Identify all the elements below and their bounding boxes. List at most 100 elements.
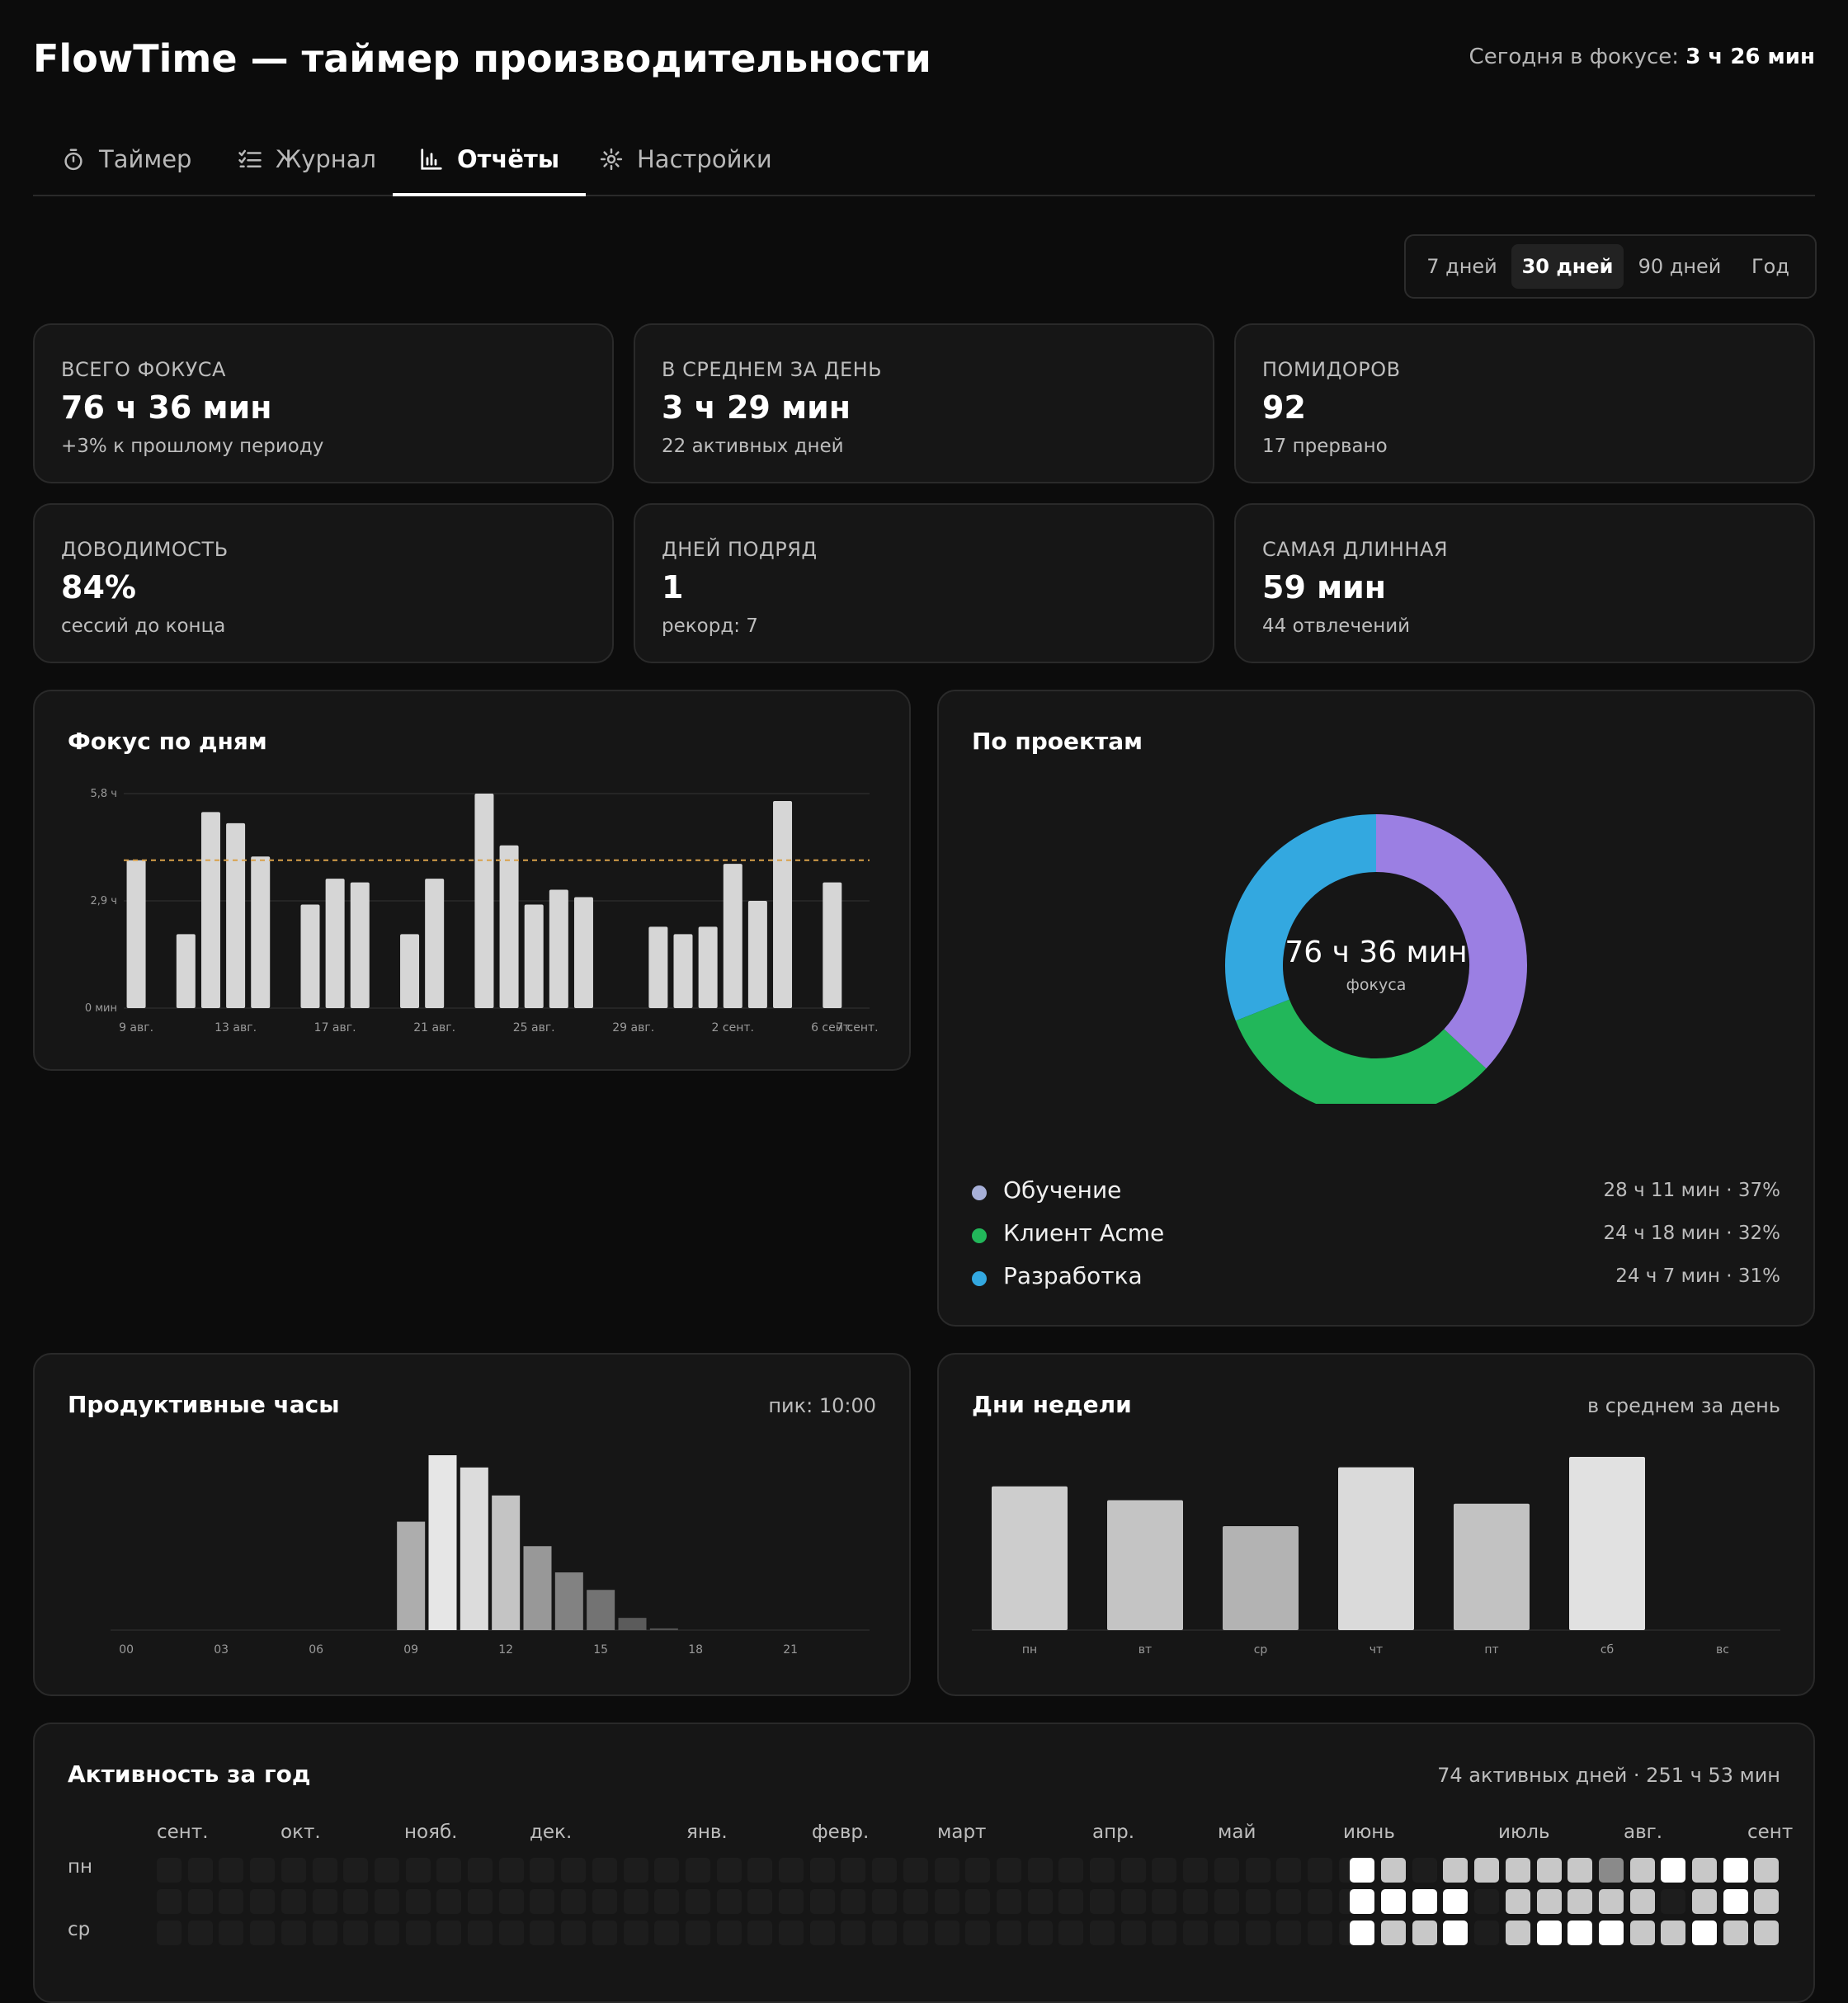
- tab-bar: Таймер Журнал Отчёты Настройки: [33, 124, 1815, 196]
- tab-settings[interactable]: Настройки: [599, 124, 772, 195]
- tab-timer-label: Таймер: [99, 145, 192, 173]
- y-tick-label: 5,8 ч: [91, 788, 118, 800]
- tab-reports[interactable]: Отчёты: [393, 124, 587, 196]
- heatmap-cell: [1058, 1889, 1084, 1914]
- heatmap-cell: [1474, 1858, 1500, 1883]
- projects-donut-chart: 76 ч 36 мин фокуса: [1225, 814, 1527, 1104]
- heatmap-cell: [498, 1858, 524, 1883]
- x-tick-label: 06: [309, 1643, 323, 1657]
- heatmap-cell: [157, 1858, 182, 1883]
- heatmap-month-label: сент.: [157, 1822, 209, 1843]
- projects-title: По проектам: [972, 728, 1143, 755]
- heatmap-cell: [436, 1921, 462, 1945]
- daily-bar: [723, 864, 742, 1008]
- x-tick-label: 03: [214, 1643, 229, 1657]
- heatmap-cell: [1568, 1921, 1593, 1945]
- heatmap-cell: [685, 1858, 710, 1883]
- stat-card-completion: ДОВОДИМОСТЬ 84% сессий до конца: [33, 503, 614, 663]
- heatmap-cell: [1027, 1858, 1053, 1883]
- x-tick-label: пн: [1022, 1643, 1037, 1657]
- heatmap-cell: [1381, 1921, 1406, 1945]
- weekdays-note: в среднем за день: [1586, 1394, 1780, 1417]
- heatmap-cell: [1276, 1921, 1302, 1945]
- period-30-days[interactable]: 30 дней: [1511, 244, 1624, 289]
- heatmap-cell: [1568, 1889, 1593, 1914]
- legend-dot: [972, 1228, 987, 1243]
- heatmap-month-label: март: [937, 1822, 987, 1843]
- x-tick-label: ср: [1254, 1643, 1268, 1657]
- heatmap-cell: [1027, 1889, 1053, 1914]
- stat-card-pomodoros: ПОМИДОРОВ 92 17 прервано: [1234, 323, 1815, 483]
- stat-sub: рекорд: 7: [662, 615, 758, 637]
- heatmap-cell: [1245, 1858, 1270, 1883]
- stat-value: 76 ч 36 мин: [61, 389, 272, 426]
- heatmap-cell: [1474, 1921, 1500, 1945]
- daily-bar: [499, 845, 519, 1008]
- x-tick-label: вт: [1138, 1643, 1152, 1657]
- hour-bar: [649, 1628, 678, 1630]
- heatmap-cell: [654, 1889, 680, 1914]
- legend-item-learning: Обучение 28 ч 11 мин · 37%: [972, 1176, 1780, 1209]
- activity-heatmap: сент. окт. нояб. дек. янв. февр. март ап…: [68, 1822, 1793, 2003]
- heatmap-cell: [1536, 1889, 1562, 1914]
- heatmap-cell: [1381, 1889, 1406, 1914]
- heatmap-month-label: февр.: [812, 1822, 870, 1843]
- legend-value: 24 ч 18 мин · 32%: [1603, 1223, 1780, 1244]
- productive-hours-chart: 00 03 06 09 12 15 18 21: [111, 1455, 870, 1657]
- heatmap-cell: [219, 1858, 244, 1883]
- heatmap-cell: [685, 1889, 710, 1914]
- period-year[interactable]: Год: [1751, 255, 1789, 278]
- heatmap-cell: [1505, 1921, 1530, 1945]
- heatmap-cell: [1214, 1889, 1239, 1914]
- legend-name: Обучение: [1003, 1176, 1122, 1204]
- tab-timer[interactable]: Таймер: [61, 124, 191, 195]
- donut-slice: [1225, 814, 1377, 1021]
- heatmap-cell: [498, 1921, 524, 1945]
- heatmap-cell: [623, 1858, 648, 1883]
- stat-label: САМАЯ ДЛИННАЯ: [1262, 538, 1449, 561]
- heatmap-cell: [1245, 1921, 1270, 1945]
- heatmap-cell: [1629, 1921, 1655, 1945]
- x-tick-label: сб: [1600, 1643, 1614, 1657]
- stopwatch-icon: [64, 148, 82, 171]
- heatmap-cell: [623, 1889, 648, 1914]
- hour-bar: [554, 1572, 583, 1630]
- heatmap-cell: [747, 1889, 773, 1914]
- today-label: Сегодня в фокусе:: [1468, 45, 1680, 69]
- daily-bar: [474, 794, 494, 1008]
- heatmap-cell: [965, 1858, 991, 1883]
- x-tick-label: пт: [1484, 1643, 1498, 1657]
- heatmap-cell: [157, 1889, 182, 1914]
- period-7-days[interactable]: 7 дней: [1426, 255, 1497, 278]
- heatmap-cell: [872, 1921, 898, 1945]
- hour-bar: [523, 1546, 552, 1630]
- heatmap-cell: [1692, 1921, 1717, 1945]
- stat-label: В СРЕДНЕМ ЗА ДЕНЬ: [662, 358, 883, 381]
- heatmap-cell: [779, 1858, 804, 1883]
- heatmap-cell: [903, 1858, 928, 1883]
- stat-sub: 17 прервано: [1262, 436, 1388, 457]
- daily-bar: [176, 934, 196, 1008]
- daily-bar: [648, 926, 668, 1008]
- heatmap-cell: [219, 1889, 244, 1914]
- heatmap-cell: [1474, 1889, 1500, 1914]
- peak-hour: пик: 10:00: [768, 1394, 876, 1417]
- period-90-days[interactable]: 90 дней: [1638, 255, 1722, 278]
- heatmap-cell: [1120, 1889, 1146, 1914]
- daily-bar: [773, 800, 793, 1008]
- heatmap-cell: [1214, 1921, 1239, 1945]
- today-value: 3 ч 26 мин: [1685, 45, 1815, 69]
- tab-reports-label: Отчёты: [457, 145, 560, 173]
- heatmap-cell: [219, 1921, 244, 1945]
- heatmap-cell: [623, 1921, 648, 1945]
- daily-bar: [126, 860, 146, 1008]
- heatmap-cell: [405, 1858, 431, 1883]
- year-activity-panel: Активность за год 74 активных дней · 251…: [33, 1723, 1815, 2003]
- tab-journal[interactable]: Журнал: [238, 124, 376, 195]
- heatmap-cell: [374, 1921, 399, 1945]
- heatmap-month-label: июнь: [1343, 1822, 1395, 1843]
- heatmap-cell: [716, 1889, 742, 1914]
- heatmap-cell: [592, 1858, 617, 1883]
- heatmap-cell: [1058, 1921, 1084, 1945]
- heatmap-cell: [1350, 1889, 1375, 1914]
